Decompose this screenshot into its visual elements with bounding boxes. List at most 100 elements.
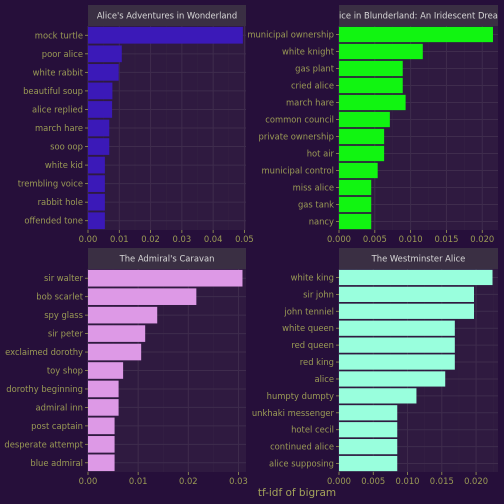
x-tick-label: 0.000 bbox=[327, 234, 351, 244]
y-tick-label: march hare bbox=[35, 123, 83, 133]
y-tick-label: soo oop bbox=[50, 142, 83, 152]
bar bbox=[88, 417, 115, 435]
y-tick-label: hot air bbox=[307, 149, 335, 159]
bar bbox=[88, 380, 119, 398]
y-tick-label: march hare bbox=[286, 98, 334, 108]
y-tick-label: post captain bbox=[31, 421, 83, 431]
facet-title: The Westminster Alice bbox=[371, 254, 466, 264]
bar bbox=[339, 179, 372, 196]
bar bbox=[339, 303, 475, 319]
y-tick-label: alice bbox=[314, 374, 334, 384]
x-tick-label: 0.020 bbox=[470, 234, 494, 244]
x-axis-label: tf-idf of bigram bbox=[258, 487, 336, 499]
x-tick-label: 0.03 bbox=[229, 476, 248, 486]
y-tick-label: sir walter bbox=[44, 273, 84, 283]
y-tick-label: white knight bbox=[282, 47, 335, 57]
bar bbox=[88, 26, 243, 44]
y-tick-label: offended tone bbox=[24, 216, 83, 226]
y-tick-label: desperate attempt bbox=[4, 439, 83, 449]
bar bbox=[88, 64, 119, 81]
facet-strip bbox=[88, 5, 246, 26]
y-tick-label: white queen bbox=[282, 323, 334, 333]
y-tick-label: private ownership bbox=[259, 132, 334, 142]
bar bbox=[88, 325, 146, 342]
bar bbox=[339, 60, 403, 77]
y-tick-label: red queen bbox=[291, 340, 334, 350]
bar bbox=[339, 111, 390, 128]
bar bbox=[339, 77, 403, 94]
bar bbox=[339, 128, 385, 145]
facet-title: Alice in Blunderland: An Iridescent Drea… bbox=[331, 11, 504, 21]
facet-panel-1: Alice's Adventures in Wonderland 0.00 0.01… bbox=[18, 5, 254, 244]
y-tick-label: gas tank bbox=[298, 200, 334, 210]
facet-panel-2: Alice in Blunderland: An Iridescent Drea… bbox=[247, 5, 504, 244]
y-tick-label: blue admiral bbox=[30, 458, 83, 468]
bar bbox=[88, 343, 142, 361]
y-tick-label: dorothy beginning bbox=[6, 384, 83, 394]
bar bbox=[88, 399, 119, 416]
x-tick-label: 0.005 bbox=[361, 476, 385, 486]
bar bbox=[88, 193, 105, 211]
x-tick-label: 0.01 bbox=[129, 476, 148, 486]
facet-strip bbox=[339, 248, 498, 269]
bar bbox=[88, 175, 105, 192]
x-tick-label: 0.010 bbox=[399, 234, 423, 244]
y-tick-label: cried alice bbox=[291, 81, 334, 91]
bar bbox=[88, 269, 243, 287]
bar bbox=[88, 156, 105, 174]
y-tick-label: john tenniel bbox=[283, 306, 334, 316]
panel-background bbox=[339, 269, 498, 472]
facet-strip bbox=[88, 248, 246, 269]
x-tick-label: 0.020 bbox=[464, 476, 488, 486]
facet-strip bbox=[339, 5, 498, 26]
y-tick-label: nancy bbox=[309, 217, 334, 227]
facet-panel-3: The Admiral's Caravan 0.00 0.01 0.02 0.03 sir… bbox=[4, 248, 248, 486]
y-tick-label: unkhaki messenger bbox=[252, 408, 335, 418]
x-tick-label: 0.015 bbox=[434, 234, 458, 244]
bar bbox=[339, 213, 372, 230]
bar bbox=[339, 354, 455, 370]
x-tick-label: 0.015 bbox=[430, 476, 454, 486]
bar bbox=[88, 212, 105, 230]
facet-title: Alice's Adventures in Wonderland bbox=[97, 11, 237, 21]
y-tick-label: miss alice bbox=[293, 183, 334, 193]
x-tick-label: 0.000 bbox=[327, 476, 351, 486]
bar bbox=[339, 94, 406, 111]
y-tick-label: spy glass bbox=[44, 310, 83, 320]
bar bbox=[339, 196, 372, 213]
y-tick-label: municipal ownership bbox=[247, 30, 334, 40]
bar bbox=[339, 320, 455, 336]
y-tick-label: beautiful soup bbox=[23, 86, 83, 96]
y-tick-label: alice replied bbox=[32, 104, 83, 114]
y-tick-label: sir john bbox=[303, 289, 334, 299]
x-tick-label: 0.05 bbox=[235, 234, 254, 244]
bar bbox=[88, 454, 115, 472]
x-tick-label: 0.04 bbox=[204, 234, 223, 244]
y-tick-label: humpty dumpty bbox=[267, 391, 334, 401]
bar bbox=[339, 337, 455, 353]
y-tick-label: common council bbox=[265, 115, 334, 125]
bar bbox=[88, 138, 110, 155]
x-tick-label: 0.01 bbox=[110, 234, 129, 244]
bar bbox=[88, 288, 197, 305]
facet-title: The Admiral's Caravan bbox=[119, 254, 215, 264]
bar bbox=[88, 306, 158, 324]
y-tick-label: sir peter bbox=[48, 329, 84, 339]
y-tick-label: admiral inn bbox=[36, 402, 83, 412]
y-tick-label: poor alice bbox=[42, 49, 83, 59]
x-tick-label: 0.03 bbox=[173, 234, 192, 244]
y-tick-label: exclaimed dorothy bbox=[5, 347, 83, 357]
y-tick-label: municipal control bbox=[262, 166, 335, 176]
x-tick-label: 0.02 bbox=[179, 476, 198, 486]
bar bbox=[339, 439, 398, 455]
x-tick-label: 0.00 bbox=[79, 234, 98, 244]
bar bbox=[88, 119, 110, 137]
bar bbox=[339, 43, 423, 60]
y-tick-label: trembling voice bbox=[18, 179, 83, 189]
y-tick-label: red king bbox=[300, 357, 334, 367]
bar bbox=[88, 82, 113, 100]
bar bbox=[339, 388, 417, 404]
bar bbox=[88, 45, 122, 63]
panel-background bbox=[339, 26, 498, 230]
bar bbox=[339, 269, 493, 286]
